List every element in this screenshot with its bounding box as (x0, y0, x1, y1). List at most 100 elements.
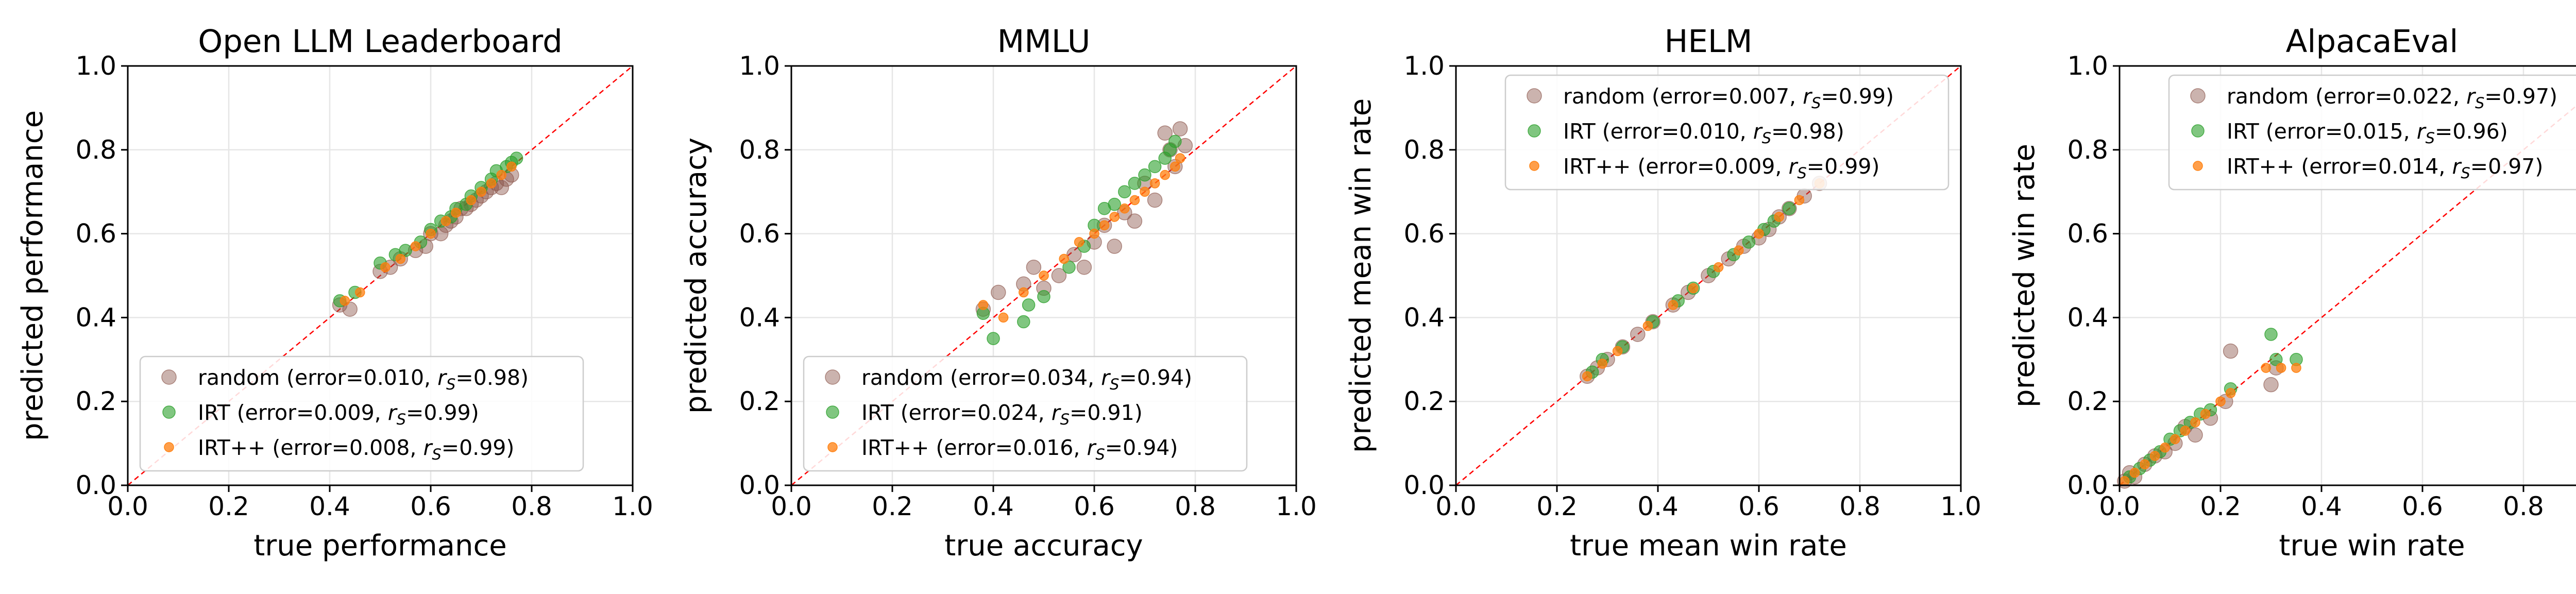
data-point-irtpp (1774, 212, 1784, 222)
legend-equals: = (2435, 119, 2452, 144)
data-point-irt (1037, 290, 1050, 303)
legend-error-value: 0.009 (314, 400, 374, 425)
legend-rs-subscript: S (2475, 94, 2484, 112)
x-tick-label: 0.2 (208, 491, 249, 521)
data-point-irtpp (1734, 245, 1744, 256)
legend-marker (2191, 124, 2205, 138)
legend-entry: IRT++ (error=0.009, rS=0.99) (1563, 154, 1879, 182)
data-point-irt (1742, 235, 1756, 249)
legend: random (error=0.022, rS=0.97)IRT (error=… (2168, 74, 2576, 191)
data-point-irtpp (978, 300, 989, 310)
x-axis-label: true win rate (2279, 529, 2465, 563)
data-point-irtpp (1099, 220, 1110, 231)
legend-error-prefix: (error= (943, 365, 1027, 390)
legend-rs-value: 0.97 (2488, 154, 2535, 179)
data-point-irtpp (1120, 203, 1130, 214)
data-point-irt (987, 332, 1000, 345)
legend-rs-symbol: r (2466, 84, 2476, 109)
legend-entry: random (error=0.022, rS=0.97) (2227, 84, 2557, 112)
x-tick-label: 0.6 (410, 491, 451, 521)
data-point-irtpp (440, 216, 451, 226)
legend-equals: = (1821, 84, 1838, 109)
axes-frame (2119, 65, 2576, 486)
legend-entry: IRT (error=0.009, rS=0.99) (198, 400, 479, 428)
legend-series-name: IRT++ (861, 435, 929, 460)
data-point-random (1051, 268, 1067, 283)
legend-series-name: IRT++ (198, 435, 265, 460)
y-tick-label: 0.6 (1403, 219, 1445, 249)
legend-marker (826, 405, 839, 419)
legend-rs-symbol: r (2417, 119, 2427, 144)
data-point-irtpp (1713, 262, 1724, 273)
data-point-random (2263, 377, 2279, 393)
x-tick-label: 0.4 (973, 491, 1014, 521)
data-point-random (1127, 213, 1143, 229)
legend-marker (161, 369, 177, 385)
legend-rs-value: 0.91 (1087, 400, 1134, 425)
legend-rs-symbol: r (1101, 365, 1111, 390)
data-point-irt (510, 151, 523, 165)
y-tick-label: 0.2 (2067, 386, 2108, 416)
data-point-irtpp (2261, 363, 2271, 373)
data-point-irtpp (1688, 283, 1699, 294)
data-point-irtpp (380, 262, 391, 273)
y-tick-label: 0.0 (75, 470, 116, 500)
x-axis-label: true mean win rate (1570, 529, 1847, 563)
legend-error-prefix: (error= (929, 435, 1013, 460)
y-tick-label: 0.8 (739, 135, 780, 165)
x-tick-label: 1.0 (612, 491, 653, 521)
y-axis-label: predicted mean win rate (1344, 98, 1378, 453)
y-tick-label: 0.4 (2067, 302, 2108, 332)
legend-entry: random (error=0.007, rS=0.99) (1563, 84, 1894, 112)
data-point-irtpp (2225, 388, 2236, 398)
legend-equals: = (2470, 154, 2488, 179)
legend-separator: , (1073, 435, 1087, 460)
data-point-random (2223, 343, 2239, 359)
chart-title: MMLU (997, 23, 1091, 60)
data-point-random (1630, 327, 1646, 342)
data-point-random (991, 284, 1006, 300)
data-point-irtpp (340, 296, 350, 306)
x-axis-label: true performance (253, 529, 506, 563)
legend-equals: = (455, 365, 473, 390)
legend-separator: , (375, 400, 388, 425)
x-tick-label: 0.4 (309, 491, 350, 521)
legend-box (803, 355, 1248, 472)
legend-entry: random (error=0.034, rS=0.94) (861, 365, 1192, 393)
data-point-random (1066, 247, 1082, 263)
data-point-irtpp (506, 161, 517, 172)
legend-close-paren: ) (2500, 119, 2508, 144)
legend-rs-subscript: S (1797, 164, 1806, 182)
legend-rs-value: 0.99 (423, 400, 470, 425)
legend-rs-value: 0.99 (1839, 84, 1886, 109)
legend-separator: , (2438, 154, 2452, 179)
data-point-irtpp (998, 312, 1009, 323)
chart-title: AlpacaEval (2286, 23, 2459, 60)
legend-rs-value: 0.98 (473, 365, 520, 390)
y-tick-label: 0.2 (75, 386, 116, 416)
data-point-irtpp (1149, 178, 1160, 189)
data-point-irtpp (1175, 153, 1185, 163)
legend-close-paren: ) (520, 365, 529, 390)
legend-error-value: 0.008 (349, 435, 410, 460)
data-point-irtpp (1794, 195, 1805, 206)
x-tick-label: 1.0 (1940, 491, 1981, 521)
data-point-irtpp (2276, 363, 2286, 373)
x-tick-label: 0.6 (1738, 491, 1780, 521)
legend-error-value: 0.015 (2343, 119, 2403, 144)
data-point-irtpp (1074, 237, 1084, 247)
legend-equals: = (2484, 84, 2502, 109)
legend-error-prefix: (error= (2259, 119, 2343, 144)
x-tick-label: 0.0 (2099, 491, 2140, 521)
legend-box (139, 355, 584, 472)
data-point-irtpp (1140, 186, 1150, 197)
chart-panel-3: 0.00.0 0.2 0.2 0.4 0.4 0.6 0.6 0.8 0.8 1.0 1.0 HELM… (1344, 23, 1981, 563)
x-tick-label: 0.2 (872, 491, 913, 521)
legend-rs-value: 0.94 (1137, 365, 1184, 390)
y-tick-label: 0.8 (2067, 135, 2108, 165)
legend-rs-subscript: S (1762, 129, 1771, 147)
data-point-random (1076, 259, 1092, 275)
data-point-irtpp (1754, 228, 1764, 239)
x-tick-label: 0.4 (2301, 491, 2342, 521)
chart-panel-2: 0.00.0 0.2 0.2 0.4 0.4 0.6 0.6 0.8 0.8 1.0 1.0 MMLU… (680, 23, 1317, 563)
